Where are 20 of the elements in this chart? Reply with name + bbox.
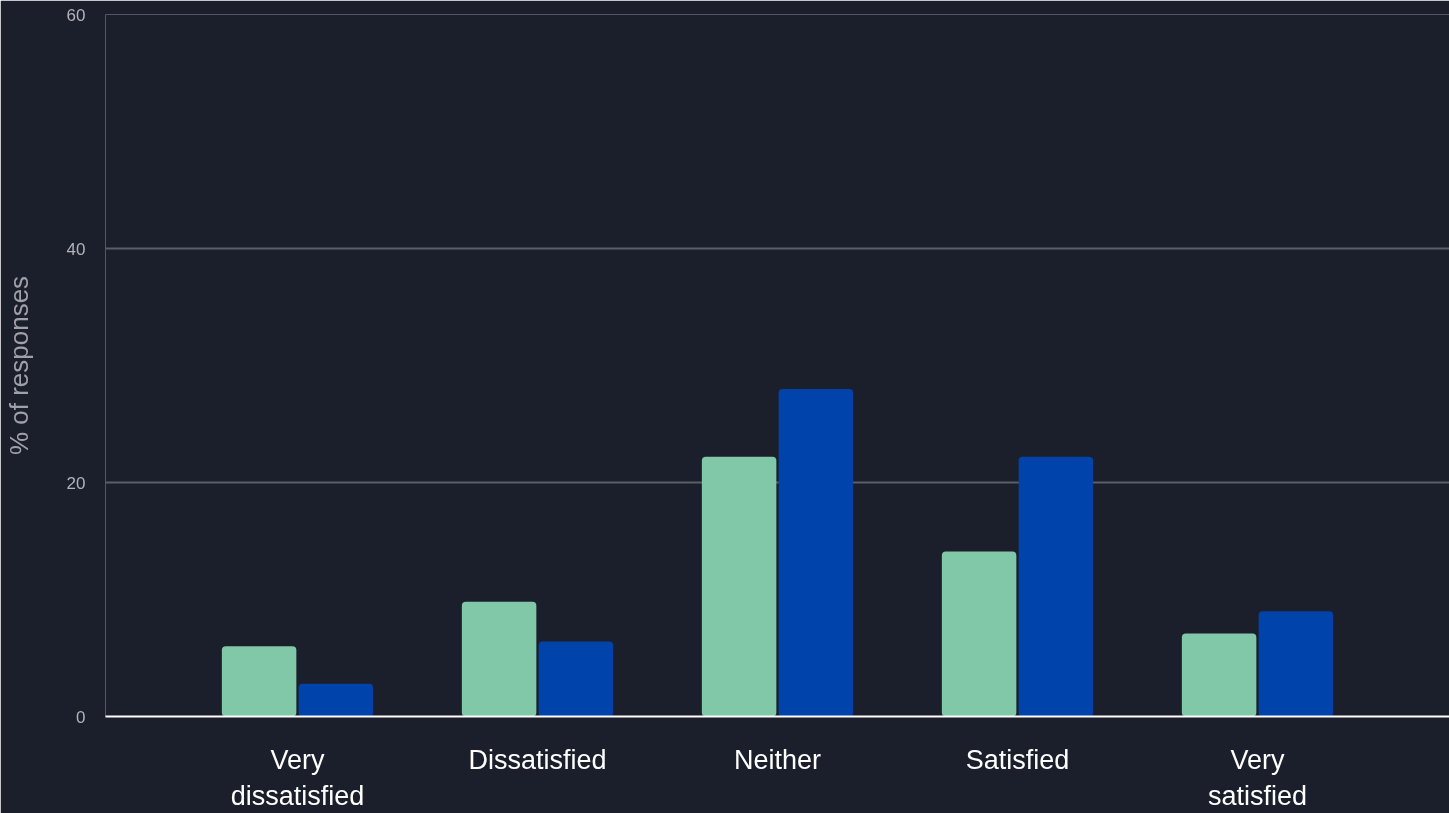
x-tick-label: Dissatisfied	[468, 744, 607, 775]
bar	[778, 388, 854, 717]
bar	[221, 646, 297, 717]
bar	[538, 641, 614, 717]
y-axis-title: % of responses	[3, 275, 34, 456]
x-tick-label: Satisfied	[965, 744, 1070, 775]
bar	[298, 683, 374, 717]
bar	[1018, 456, 1094, 717]
bar	[461, 601, 537, 717]
x-tick-label: Very dissatisfied	[230, 744, 365, 811]
bar	[1258, 611, 1334, 717]
y-tick-label: 60	[66, 5, 86, 25]
y-tick-label: 0	[76, 707, 86, 727]
x-tick-label: Very satisfied	[1207, 744, 1308, 811]
x-tick-label: Neither	[733, 744, 822, 775]
bar	[701, 456, 777, 717]
y-tick-label: 40	[66, 239, 86, 259]
bar	[1181, 633, 1257, 717]
y-tick-label: 20	[66, 473, 86, 493]
bar	[941, 551, 1017, 717]
